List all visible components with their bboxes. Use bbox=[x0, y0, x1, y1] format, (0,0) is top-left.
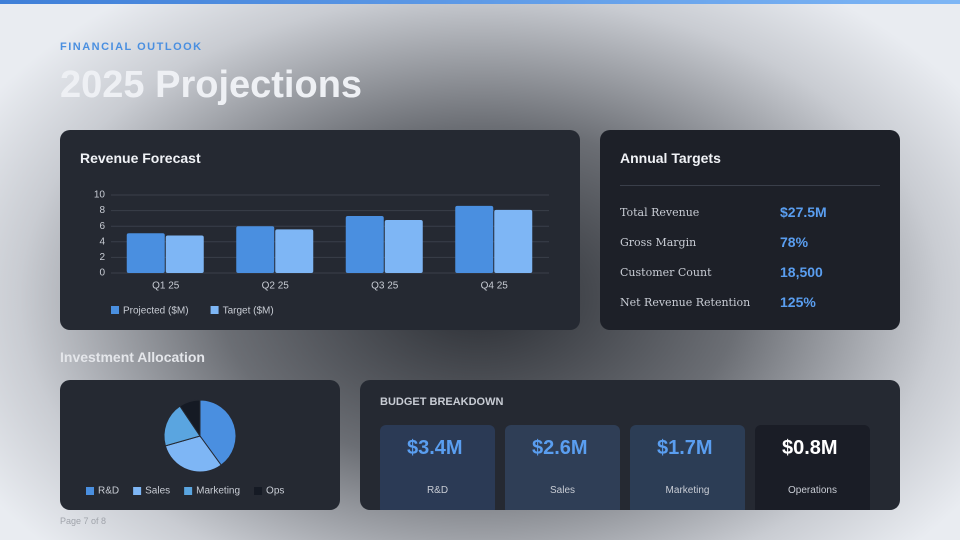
card-title: Revenue Forecast bbox=[80, 150, 201, 166]
legend-swatch bbox=[254, 487, 263, 495]
x-tick-label: Q1 25 bbox=[152, 281, 180, 292]
pie-slice bbox=[164, 435, 222, 473]
divider bbox=[620, 185, 880, 186]
budget-value: $3.4M bbox=[407, 437, 463, 459]
card-title: BUDGET BREAKDOWN bbox=[380, 396, 504, 408]
revenue-card: Revenue Forecast bbox=[60, 130, 580, 330]
target-value: $27.5M bbox=[780, 204, 827, 220]
x-tick-label: Q2 25 bbox=[262, 281, 290, 292]
target-label: Gross Margin bbox=[620, 236, 697, 249]
legend-swatch bbox=[210, 306, 219, 314]
top-bar bbox=[0, 0, 960, 4]
target-value: 125% bbox=[780, 294, 816, 310]
bar bbox=[165, 235, 204, 273]
budget-item: $2.6M Sales bbox=[505, 425, 620, 510]
legend-swatch bbox=[133, 487, 142, 495]
x-tick-label: Q3 25 bbox=[371, 281, 399, 292]
legend-swatch bbox=[111, 306, 119, 314]
legend-label: Sales bbox=[145, 486, 170, 497]
y-tick-label: 6 bbox=[99, 221, 105, 232]
target-label: Net Revenue Retention bbox=[620, 296, 751, 309]
bar bbox=[384, 219, 423, 273]
bar bbox=[126, 233, 165, 273]
slide-title: 2025 Projections bbox=[60, 64, 363, 106]
target-value: 78% bbox=[780, 234, 809, 250]
bar bbox=[275, 229, 314, 273]
legend-swatch bbox=[184, 487, 193, 495]
target-value: 18,500 bbox=[780, 264, 823, 280]
target-label: Total Revenue bbox=[620, 206, 700, 219]
x-tick-label: Q4 25 bbox=[481, 281, 509, 292]
pie-slice bbox=[199, 399, 237, 466]
bar bbox=[455, 205, 494, 273]
budget-value: $0.8M bbox=[782, 437, 838, 459]
legend-label: Marketing bbox=[196, 486, 240, 497]
legend-swatch bbox=[86, 487, 94, 495]
bar bbox=[236, 226, 275, 273]
pie-slice bbox=[179, 399, 201, 438]
budget-value: $2.6M bbox=[532, 437, 588, 459]
card-title: Annual Targets bbox=[620, 150, 721, 166]
section-title: Investment Allocation bbox=[60, 349, 205, 365]
budget-item: $1.7M Marketing bbox=[630, 425, 745, 510]
bar bbox=[494, 209, 533, 273]
budget-item: $0.8M Operations bbox=[755, 425, 870, 510]
legend-label: Ops bbox=[266, 486, 284, 497]
legend-label: R&D bbox=[98, 486, 119, 497]
budget-item: $3.4M R&D bbox=[380, 425, 495, 510]
legend-label: Projected ($M) bbox=[123, 306, 189, 317]
budget-label: Sales bbox=[549, 485, 575, 496]
legend-label: Target ($M) bbox=[223, 306, 274, 317]
budget-value: $1.7M bbox=[657, 437, 713, 459]
eyebrow: FINANCIAL OUTLOOK bbox=[60, 41, 203, 53]
budget-card: BUDGET BREAKDOWN $3.4M R&D $2.6M Sales $1.7M… bbox=[360, 380, 900, 510]
targets-card: Annual Targets Total Revenue $27.5M Gross … bbox=[600, 130, 900, 330]
footer: Page 7 of 8 bbox=[60, 516, 107, 526]
y-tick-label: 10 bbox=[94, 190, 106, 201]
y-tick-label: 0 bbox=[99, 268, 105, 279]
y-tick-label: 8 bbox=[99, 205, 105, 216]
bar bbox=[345, 216, 384, 273]
y-tick-label: 4 bbox=[99, 236, 105, 247]
budget-label: Operations bbox=[788, 485, 837, 496]
target-label: Customer Count bbox=[620, 266, 712, 279]
budget-label: Marketing bbox=[665, 485, 710, 496]
y-tick-label: 2 bbox=[99, 252, 105, 263]
pie-slice bbox=[163, 405, 201, 447]
budget-label: R&D bbox=[426, 485, 449, 496]
